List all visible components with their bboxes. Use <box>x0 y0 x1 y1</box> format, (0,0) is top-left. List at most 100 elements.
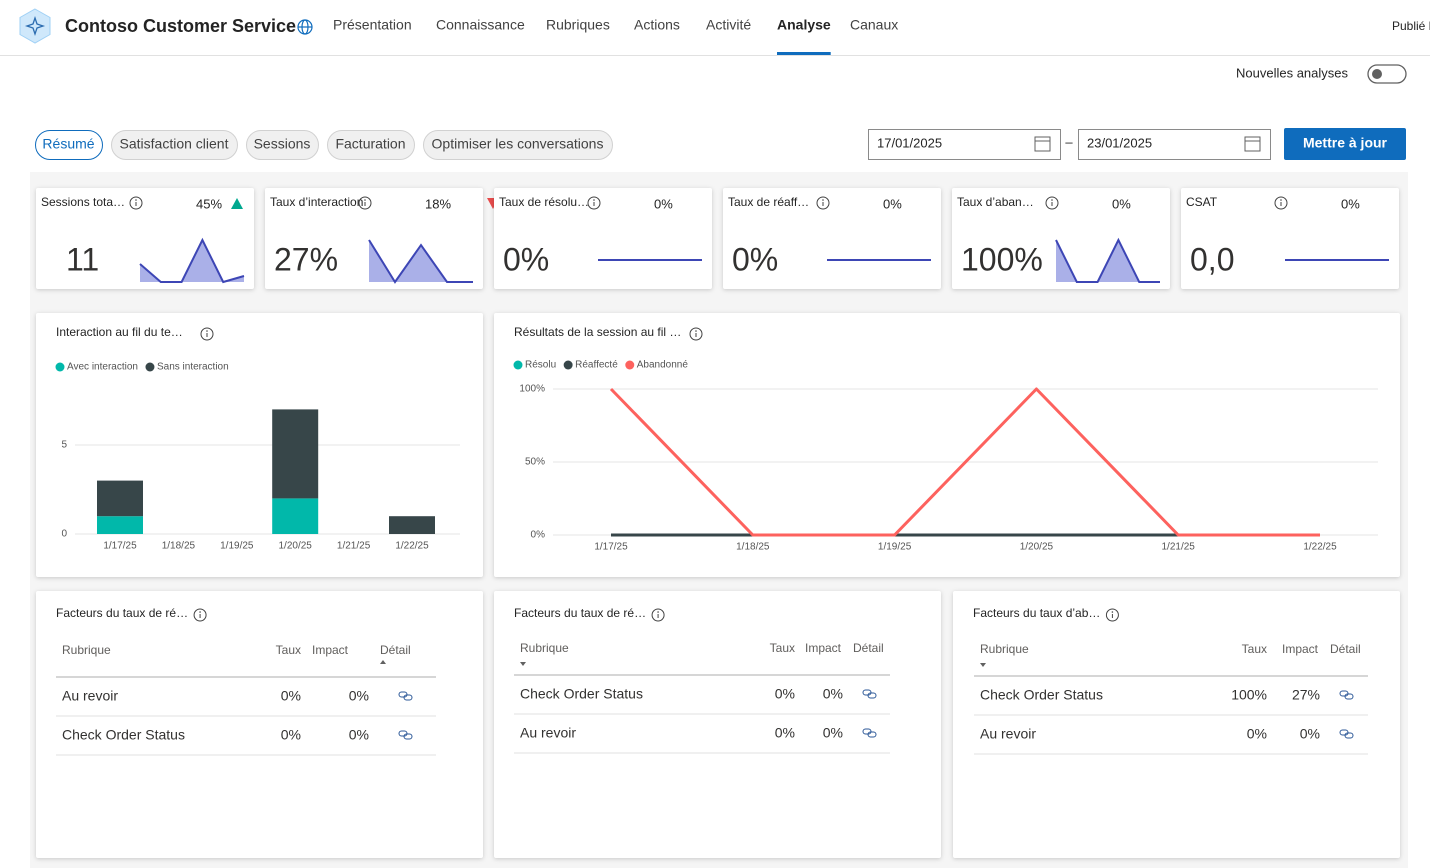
info-icon-dot <box>1111 611 1114 613</box>
trend-up <box>231 198 243 209</box>
nav-item[interactable]: Présentation <box>333 17 412 33</box>
cell-impact: 0% <box>823 686 843 702</box>
y-tick-label: 5 <box>61 440 67 451</box>
info-icon-dot <box>135 199 137 201</box>
kpi-value: 0% <box>503 241 549 277</box>
column-header[interactable]: Rubrique <box>520 641 569 655</box>
x-tick-label: 1/19/25 <box>220 541 254 552</box>
bar-segment <box>272 409 319 499</box>
cell-rate: 0% <box>775 686 795 702</box>
tab-label: Résumé <box>42 136 94 152</box>
x-tick-label: 1/18/25 <box>162 541 196 552</box>
kpi-value: 0% <box>732 241 778 277</box>
info-icon-dot <box>822 199 824 201</box>
nav-item[interactable]: Analyse <box>777 17 831 33</box>
x-tick-label: 1/22/25 <box>1303 542 1337 553</box>
table-title: Facteurs du taux de ré… <box>56 606 188 620</box>
column-header[interactable]: Détail <box>1330 642 1361 656</box>
bar-segment <box>97 480 143 517</box>
info-icon[interactable] <box>1274 196 1288 210</box>
date-to-input[interactable] <box>1078 129 1271 160</box>
tab[interactable] <box>246 130 319 160</box>
cell-impact: 27% <box>1292 687 1320 703</box>
sort-indicator <box>380 660 386 664</box>
kpi-change: 0% <box>1112 196 1131 211</box>
info-icon[interactable] <box>816 196 830 210</box>
column-header[interactable]: Rubrique <box>980 642 1029 656</box>
info-icon[interactable] <box>689 327 703 341</box>
nav-item[interactable]: Actions <box>634 17 680 33</box>
date-from-input[interactable] <box>868 129 1061 160</box>
legend-marker <box>145 362 155 372</box>
table-title: Facteurs du taux de ré… <box>514 606 646 620</box>
cell-impact: 0% <box>349 688 369 704</box>
info-icon[interactable] <box>200 327 214 341</box>
sparkline-area <box>369 240 473 282</box>
x-tick-label: 1/21/25 <box>1162 542 1196 553</box>
update-button[interactable] <box>1284 128 1406 160</box>
card <box>36 591 483 858</box>
sort-indicator <box>980 663 986 667</box>
nav-item[interactable]: Rubriques <box>546 17 610 33</box>
tab[interactable] <box>35 130 103 160</box>
kpi-label: Sessions tota… <box>41 195 125 209</box>
info-icon-dot <box>1280 199 1282 201</box>
date-to: 23/01/2025 <box>1087 135 1152 150</box>
date-separator: – <box>1065 134 1073 149</box>
tab[interactable] <box>111 130 238 160</box>
kpi-change: 45% <box>196 196 222 211</box>
column-header[interactable]: Détail <box>853 641 884 655</box>
app-title: Contoso Customer Service <box>65 16 296 36</box>
info-icon[interactable] <box>1105 608 1119 622</box>
calendar-icon[interactable] <box>1034 136 1051 152</box>
tab[interactable] <box>327 130 415 160</box>
bar-segment <box>97 516 143 534</box>
x-tick-label: 1/20/25 <box>279 541 313 552</box>
tab-label: Satisfaction client <box>120 136 229 152</box>
kpi-label: Taux de réaff… <box>728 195 809 209</box>
info-icon[interactable] <box>129 196 143 210</box>
legend-marker <box>55 362 65 372</box>
legend-label: Résolu <box>525 360 556 371</box>
nav-item[interactable]: Connaissance <box>436 17 525 33</box>
bar-segment <box>272 498 319 534</box>
column-header[interactable]: Impact <box>312 643 349 657</box>
column-header[interactable]: Impact <box>1282 642 1319 656</box>
y-tick-label: 0% <box>531 530 546 541</box>
cell-impact: 0% <box>1300 726 1320 742</box>
column-header[interactable]: Rubrique <box>62 643 111 657</box>
card <box>494 188 712 289</box>
legend-label: Abandonné <box>637 360 689 371</box>
info-icon[interactable] <box>587 196 601 210</box>
info-icon[interactable] <box>651 608 665 622</box>
kpi-label: CSAT <box>1186 195 1218 209</box>
cell-impact: 0% <box>349 727 369 743</box>
nav-active-underline <box>777 52 831 55</box>
cell-rate: 0% <box>281 727 301 743</box>
tab[interactable] <box>423 130 613 160</box>
toggle-knob <box>1372 69 1382 79</box>
kpi-change: 0% <box>883 196 902 211</box>
card <box>1181 188 1399 289</box>
cell-topic: Au revoir <box>520 725 576 741</box>
card <box>953 591 1400 858</box>
info-icon[interactable] <box>358 196 372 210</box>
kpi-value: 11 <box>66 241 99 277</box>
nav-item[interactable]: Activité <box>706 17 751 33</box>
sort-indicator <box>520 662 526 666</box>
info-icon[interactable] <box>1045 196 1059 210</box>
globe-icon[interactable] <box>297 19 313 35</box>
info-icon[interactable] <box>193 608 207 622</box>
tab-label: Optimiser les conversations <box>432 136 604 152</box>
column-header[interactable]: Détail <box>380 643 411 657</box>
calendar-icon[interactable] <box>1244 136 1261 152</box>
column-header[interactable]: Taux <box>1242 642 1267 656</box>
kpi-value: 0,0 <box>1190 241 1234 277</box>
column-header[interactable]: Impact <box>805 641 842 655</box>
x-tick-label: 1/17/25 <box>594 542 628 553</box>
column-header[interactable]: Taux <box>276 643 301 657</box>
nav-item[interactable]: Canaux <box>850 17 898 33</box>
toggle-label: Nouvelles analyses <box>1236 65 1349 80</box>
column-header[interactable]: Taux <box>770 641 795 655</box>
